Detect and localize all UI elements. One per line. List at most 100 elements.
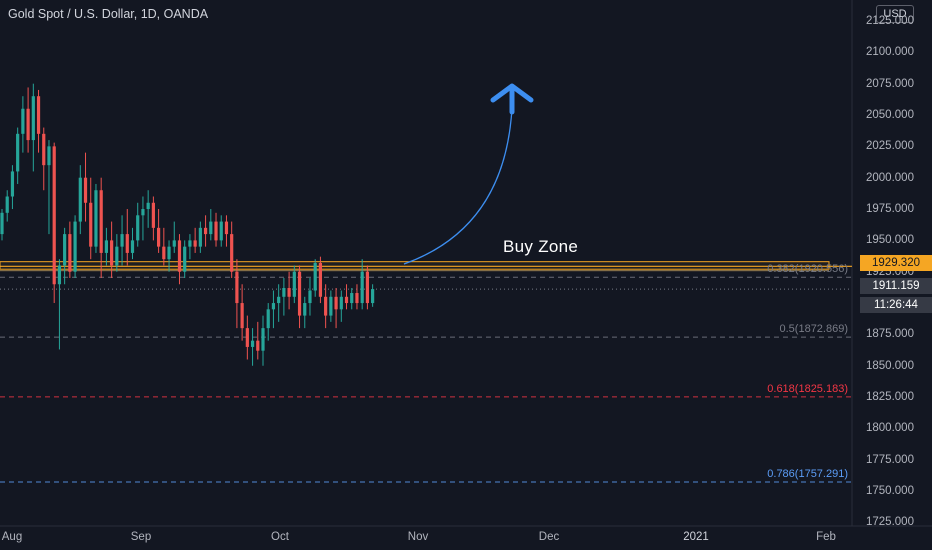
time-tick: Nov (407, 531, 429, 543)
fib-level-label: 0.786(1757.291) (767, 467, 848, 480)
candle-body[interactable] (36, 96, 41, 134)
candle-body[interactable] (235, 271, 239, 304)
price-tick: 1950.000 (866, 234, 914, 247)
candle-body[interactable] (157, 227, 161, 247)
price-tick: 1725.000 (866, 516, 914, 529)
candle-body[interactable] (110, 240, 114, 266)
price-tick: 2100.000 (866, 46, 914, 59)
candle-body[interactable] (240, 303, 244, 329)
candle-body[interactable] (266, 309, 270, 329)
candle-body[interactable] (183, 246, 187, 272)
candle-body[interactable] (63, 234, 67, 266)
candle-body[interactable] (0, 212, 4, 235)
candle-body[interactable] (324, 296, 328, 316)
candle-body[interactable] (198, 227, 202, 247)
candle-body[interactable] (318, 262, 323, 297)
candle-body[interactable] (339, 296, 343, 310)
candle-body[interactable] (203, 227, 208, 235)
candle-body[interactable] (42, 133, 46, 166)
candle-body[interactable] (68, 234, 72, 272)
candle-body[interactable] (277, 296, 281, 304)
candle-body[interactable] (151, 202, 155, 228)
candle-body[interactable] (261, 328, 265, 351)
candle-body[interactable] (21, 108, 25, 134)
candle-body[interactable] (94, 190, 98, 247)
candle-body[interactable] (120, 234, 124, 247)
candle-body[interactable] (136, 215, 140, 241)
time-tick: Dec (538, 531, 560, 543)
candle-body[interactable] (16, 133, 20, 172)
candle-body[interactable] (250, 340, 255, 347)
price-tick: 1875.000 (866, 328, 914, 341)
candle-body[interactable] (209, 221, 213, 235)
currency-button[interactable]: USD (876, 5, 914, 23)
candle-body[interactable] (219, 221, 223, 241)
candle-body[interactable] (99, 190, 103, 253)
candle-body[interactable] (329, 296, 333, 316)
candle-body[interactable] (297, 271, 302, 316)
buy-zone-box[interactable] (0, 261, 830, 270)
price-tick: 2000.000 (866, 171, 914, 184)
candle-body[interactable] (10, 171, 15, 197)
candle-body[interactable] (5, 196, 9, 213)
fib-level-label: 0.382(1920.556) (767, 263, 848, 276)
candle-body[interactable] (104, 240, 108, 253)
time-tick: 2021 (683, 531, 709, 543)
candle-body[interactable] (167, 246, 171, 260)
candle-body[interactable] (89, 202, 93, 247)
candle-body[interactable] (83, 177, 88, 203)
candle-body[interactable] (125, 234, 129, 253)
projection-curve[interactable] (403, 107, 513, 265)
candle-body[interactable] (78, 177, 82, 222)
price-tick: 1750.000 (866, 485, 914, 498)
candle-body[interactable] (313, 262, 317, 291)
candle-body[interactable] (146, 202, 150, 210)
candle-body[interactable] (292, 271, 296, 297)
price-tick: 1975.000 (866, 203, 914, 216)
candle-body[interactable] (224, 221, 229, 235)
fib-level-label: 0.5(1872.869) (779, 323, 849, 336)
price-tick: 2075.000 (866, 77, 914, 90)
time-tick: Sep (130, 531, 152, 543)
candle-body[interactable] (52, 146, 56, 285)
candle-body[interactable] (47, 146, 51, 166)
candle-body[interactable] (188, 240, 192, 247)
buy-zone-label: Buy Zone (503, 237, 579, 256)
candle-body[interactable] (141, 209, 145, 216)
candle-body[interactable] (303, 303, 307, 316)
last-price-label: 1911.159 (860, 278, 932, 294)
candle-body[interactable] (57, 265, 62, 285)
candle-body[interactable] (282, 288, 286, 297)
candle-body[interactable] (344, 296, 349, 304)
time-tick: Aug (1, 531, 23, 543)
candle-body[interactable] (355, 293, 359, 304)
candle-body[interactable] (371, 289, 375, 304)
candle-body[interactable] (360, 271, 364, 304)
candle-body[interactable] (245, 328, 249, 347)
time-tick: Feb (816, 531, 836, 543)
candle-body[interactable] (115, 246, 119, 266)
candle-body[interactable] (193, 240, 197, 247)
candle-body[interactable] (214, 221, 218, 241)
candle-body[interactable] (334, 296, 338, 310)
candle-body[interactable] (172, 240, 176, 247)
candle-body[interactable] (177, 240, 182, 272)
zone-price-label: 1929.320 (860, 255, 932, 271)
candle-body[interactable] (26, 108, 30, 141)
candle-body[interactable] (31, 96, 35, 141)
time-tick: Oct (271, 531, 289, 543)
price-tick: 2050.000 (866, 109, 914, 122)
price-tick: 1800.000 (866, 422, 914, 435)
candle-body[interactable] (365, 271, 369, 304)
candle-body[interactable] (271, 303, 276, 310)
candle-body[interactable] (256, 340, 260, 351)
candle-body[interactable] (162, 246, 166, 260)
candle-body[interactable] (350, 293, 354, 304)
candle-body[interactable] (308, 290, 312, 304)
candle-body[interactable] (230, 234, 234, 272)
candle-body[interactable] (130, 240, 135, 253)
fib-level-label: 0.618(1825.183) (767, 382, 848, 395)
candle-body[interactable] (73, 221, 77, 272)
candle-body[interactable] (287, 288, 291, 297)
